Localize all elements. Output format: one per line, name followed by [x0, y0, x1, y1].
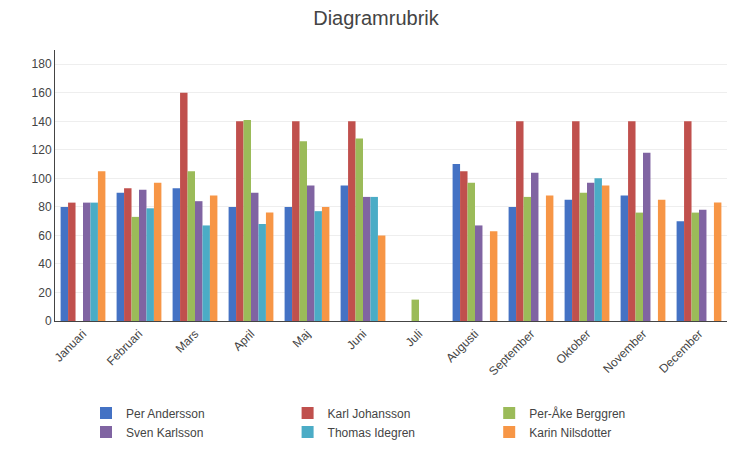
svg-text:160: 160	[32, 86, 52, 100]
svg-text:September: September	[486, 327, 537, 378]
svg-text:Juni: Juni	[344, 327, 369, 352]
svg-text:60: 60	[38, 229, 52, 243]
svg-text:Karl Johansson: Karl Johansson	[328, 407, 411, 421]
svg-text:Februari: Februari	[104, 327, 145, 368]
svg-text:Per Andersson: Per Andersson	[126, 407, 205, 421]
svg-text:Diagramrubrik: Diagramrubrik	[313, 7, 440, 29]
svg-text:180: 180	[32, 57, 52, 71]
svg-text:100: 100	[32, 172, 52, 186]
svg-text:November: November	[600, 327, 649, 376]
svg-text:120: 120	[32, 143, 52, 157]
svg-text:0: 0	[45, 314, 52, 328]
svg-text:Juli: Juli	[403, 327, 426, 350]
svg-text:Karin Nilsdotter: Karin Nilsdotter	[529, 426, 611, 440]
svg-text:20: 20	[38, 286, 52, 300]
svg-text:40: 40	[38, 257, 52, 271]
svg-text:Maj: Maj	[290, 327, 314, 351]
svg-text:140: 140	[32, 115, 52, 129]
svg-text:80: 80	[38, 200, 52, 214]
svg-text:Sven Karlsson: Sven Karlsson	[126, 426, 203, 440]
svg-text:April: April	[230, 327, 257, 354]
svg-text:Thomas Idegren: Thomas Idegren	[328, 426, 415, 440]
svg-text:Januari: Januari	[52, 327, 90, 365]
svg-text:Augusti: Augusti	[443, 327, 481, 365]
svg-text:Oktober: Oktober	[553, 327, 593, 367]
svg-text:Mars: Mars	[173, 327, 202, 356]
svg-text:Per-Åke Berggren: Per-Åke Berggren	[529, 406, 625, 421]
svg-text:December: December	[656, 327, 705, 376]
